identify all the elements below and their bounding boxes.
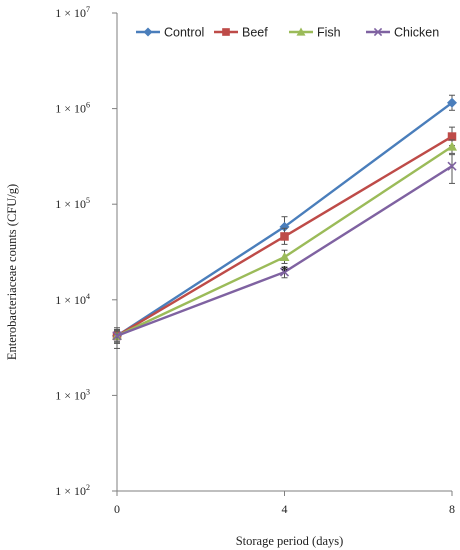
axes: 1 × 102 1 × 103 1 × 104 1 × 105 1 × 106 1 × 1… bbox=[55, 5, 455, 516]
data-point-x-stroke bbox=[112, 331, 122, 341]
y-tick-label: 1 × 102 bbox=[55, 483, 90, 498]
legend-label: Fish bbox=[317, 26, 341, 40]
x-axis-title: Storage period (days) bbox=[236, 534, 344, 548]
data-point-x-stroke bbox=[447, 161, 457, 171]
x-tick-label: 4 bbox=[282, 502, 288, 516]
legend-label: Control bbox=[164, 26, 204, 40]
data-point-diamond bbox=[279, 221, 290, 232]
legend-item-beef: Beef bbox=[214, 26, 268, 40]
data-point-x bbox=[112, 331, 122, 341]
data-point-x bbox=[279, 267, 290, 277]
data-point-x bbox=[373, 27, 383, 37]
legend: Control Beef Fish Chicken bbox=[136, 26, 439, 40]
y-tick-label: 1 × 107 bbox=[55, 5, 90, 20]
data-point-square bbox=[222, 28, 230, 36]
legend-label: Chicken bbox=[394, 26, 439, 40]
y-axis-title: Enterobacteriaceae counts (CFU/g) bbox=[5, 184, 19, 360]
x-tick-label: 0 bbox=[114, 502, 120, 516]
y-tick-label: 1 × 105 bbox=[55, 196, 90, 211]
series-chicken bbox=[112, 154, 457, 342]
data-point-x-stroke bbox=[279, 267, 290, 277]
data-point-square bbox=[447, 132, 457, 141]
y-tick-label: 1 × 103 bbox=[55, 387, 90, 402]
legend-item-control: Control bbox=[136, 26, 204, 40]
x-tick-label: 8 bbox=[449, 502, 455, 516]
series-beef bbox=[112, 126, 457, 344]
significance-annotation: * bbox=[281, 264, 288, 279]
data-point-triangle bbox=[279, 252, 290, 262]
legend-label: Beef bbox=[242, 26, 268, 40]
series-control bbox=[112, 94, 457, 349]
data-point-diamond bbox=[447, 97, 457, 108]
data-point-x-stroke bbox=[373, 27, 383, 37]
y-tick-label: 1 × 104 bbox=[55, 292, 90, 307]
data-point-diamond bbox=[143, 27, 153, 37]
data-point-triangle bbox=[296, 27, 306, 36]
data-point-square bbox=[280, 232, 289, 241]
error-bar bbox=[449, 154, 455, 184]
data-point-x bbox=[447, 161, 457, 171]
legend-item-fish: Fish bbox=[289, 26, 341, 40]
data-point-triangle bbox=[447, 141, 457, 151]
legend-item-chicken: Chicken bbox=[366, 26, 439, 40]
y-tick-label: 1 × 106 bbox=[55, 101, 90, 116]
series-layer: * bbox=[112, 94, 457, 349]
